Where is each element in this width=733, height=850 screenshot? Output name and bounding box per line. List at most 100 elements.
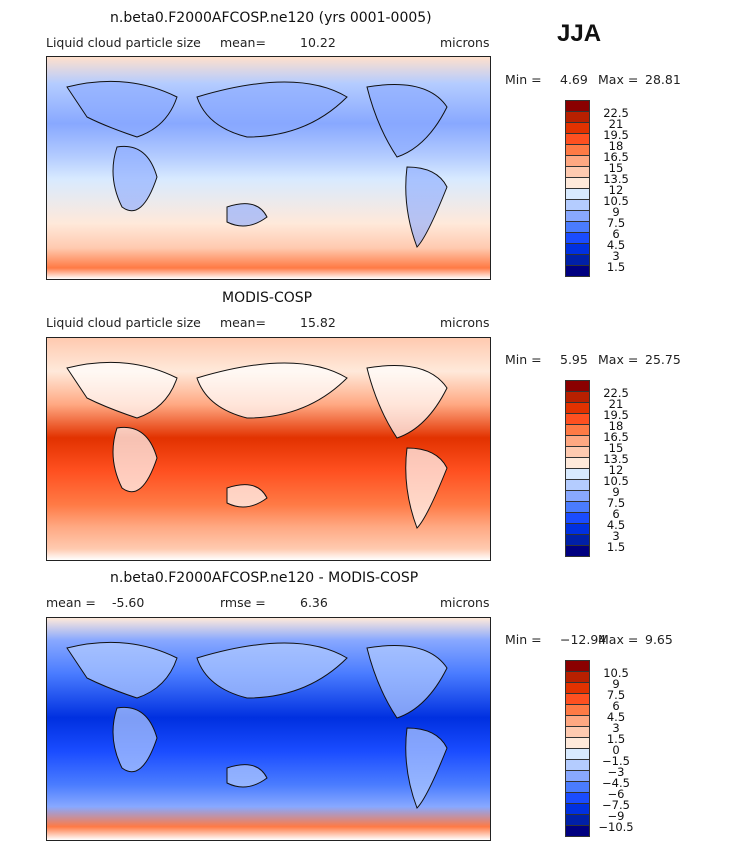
colorbar-swatch: [565, 705, 590, 716]
colorbar-swatch: [565, 380, 590, 392]
colorbar-swatch: [565, 112, 590, 123]
colorbar-level-label: 6: [612, 699, 620, 713]
panel2-variable: Liquid cloud particle size: [46, 315, 201, 330]
panel1-max: 28.81: [645, 72, 681, 87]
colorbar-level-label: 22.5: [603, 386, 629, 400]
panel1-units: microns: [440, 35, 490, 50]
colorbar-level-label: 4.5: [606, 710, 626, 724]
colorbar-level-label: 21: [608, 397, 624, 411]
panel3-title: n.beta0.F2000AFCOSP.ne120 - MODIS-COSP: [110, 570, 419, 586]
colorbar-swatch: [565, 447, 590, 458]
colorbar-swatch: [565, 123, 590, 134]
colorbar-swatch: [565, 738, 590, 749]
colorbar-swatch: [565, 233, 590, 244]
panel2-mean: 15.82: [300, 315, 336, 330]
panel2-min: 5.95: [560, 352, 588, 367]
colorbar-level-label: −1.5: [602, 754, 630, 768]
colorbar-level-label: 1.5: [606, 732, 626, 746]
colorbar-level-label: 4.5: [606, 518, 626, 532]
colorbar-swatch: [565, 134, 590, 145]
panel2-title: MODIS-COSP: [222, 290, 313, 306]
panel3-units: microns: [440, 595, 490, 610]
colorbar-level-label: 12: [608, 463, 624, 477]
panel1-mean-label: mean=: [220, 35, 266, 50]
colorbar-level-label: 10.5: [603, 194, 629, 208]
panel1-continents: [66, 80, 448, 248]
colorbar-level-label: 13.5: [603, 452, 629, 466]
panel3-colorbar: [565, 660, 590, 837]
colorbar-swatch: [565, 804, 590, 815]
panel2-map: [46, 337, 491, 561]
colorbar-swatch: [565, 244, 590, 255]
colorbar-level-label: −10.5: [598, 820, 634, 834]
panel1-title: n.beta0.F2000AFCOSP.ne120 (yrs 0001-0005…: [110, 10, 432, 26]
season-label: JJA: [557, 20, 602, 47]
colorbar-swatch: [565, 403, 590, 414]
colorbar-swatch: [565, 771, 590, 782]
panel3-min: −12.94: [560, 632, 607, 647]
colorbar-swatch: [565, 156, 590, 167]
panel1-min: 4.69: [560, 72, 588, 87]
panel2-continents: [66, 361, 448, 529]
colorbar-swatch: [565, 266, 590, 277]
colorbar-swatch: [565, 672, 590, 683]
panel2-min-label: Min =: [505, 352, 542, 367]
panel3-rmse: 6.36: [300, 595, 328, 610]
colorbar-level-label: 21: [608, 117, 624, 131]
panel2-max-label: Max =: [598, 352, 639, 367]
colorbar-swatch: [565, 513, 590, 524]
panel1-min-label: Min =: [505, 72, 542, 87]
colorbar-level-label: 6: [612, 507, 620, 521]
colorbar-swatch: [565, 826, 590, 837]
colorbar-level-label: 7.5: [606, 216, 626, 230]
colorbar-level-label: 1.5: [606, 260, 626, 274]
colorbar-swatch: [565, 436, 590, 447]
colorbar-swatch: [565, 200, 590, 211]
panel3-mean-label: mean =: [46, 595, 96, 610]
colorbar-level-label: 19.5: [603, 128, 629, 142]
panel3-continents: [66, 641, 448, 809]
panel3-min-label: Min =: [505, 632, 542, 647]
colorbar-level-label: 9: [612, 677, 620, 691]
colorbar-swatch: [565, 392, 590, 403]
colorbar-level-label: 13.5: [603, 172, 629, 186]
colorbar-level-label: −9: [607, 809, 625, 823]
colorbar-swatch: [565, 425, 590, 436]
colorbar-level-label: 7.5: [606, 688, 626, 702]
colorbar-level-label: 3: [612, 529, 620, 543]
colorbar-swatch: [565, 815, 590, 826]
panel1-mean: 10.22: [300, 35, 336, 50]
colorbar-swatch: [565, 546, 590, 557]
colorbar-level-label: 10.5: [603, 474, 629, 488]
colorbar-level-label: 10.5: [603, 666, 629, 680]
colorbar-swatch: [565, 491, 590, 502]
colorbar-level-label: 9: [612, 205, 620, 219]
colorbar-level-label: −7.5: [602, 798, 630, 812]
colorbar-level-label: 3: [612, 721, 620, 735]
colorbar-swatch: [565, 782, 590, 793]
colorbar-level-label: 4.5: [606, 238, 626, 252]
colorbar-swatch: [565, 189, 590, 200]
colorbar-swatch: [565, 749, 590, 760]
colorbar-swatch: [565, 793, 590, 804]
panel2-colorbar: [565, 380, 590, 557]
colorbar-level-label: 0: [612, 743, 620, 757]
colorbar-level-label: 16.5: [603, 150, 629, 164]
panel2-units: microns: [440, 315, 490, 330]
colorbar-swatch: [565, 178, 590, 189]
colorbar-swatch: [565, 255, 590, 266]
colorbar-level-label: 6: [612, 227, 620, 241]
colorbar-swatch: [565, 469, 590, 480]
colorbar-level-label: 12: [608, 183, 624, 197]
colorbar-swatch: [565, 458, 590, 469]
colorbar-level-label: −4.5: [602, 776, 630, 790]
colorbar-swatch: [565, 502, 590, 513]
colorbar-swatch: [565, 145, 590, 156]
colorbar-swatch: [565, 535, 590, 546]
colorbar-swatch: [565, 660, 590, 672]
colorbar-swatch: [565, 727, 590, 738]
colorbar-level-label: −6: [607, 787, 625, 801]
colorbar-level-label: 22.5: [603, 106, 629, 120]
panel3-max: 9.65: [645, 632, 673, 647]
colorbar-level-label: 18: [608, 139, 624, 153]
